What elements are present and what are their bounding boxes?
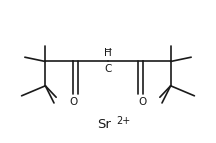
Text: O: O bbox=[69, 97, 78, 107]
Text: −: − bbox=[104, 45, 112, 54]
Text: O: O bbox=[138, 97, 147, 107]
Text: C: C bbox=[104, 64, 112, 74]
Text: 2+: 2+ bbox=[116, 116, 130, 126]
Text: H: H bbox=[104, 48, 112, 58]
Text: Sr: Sr bbox=[97, 118, 111, 131]
